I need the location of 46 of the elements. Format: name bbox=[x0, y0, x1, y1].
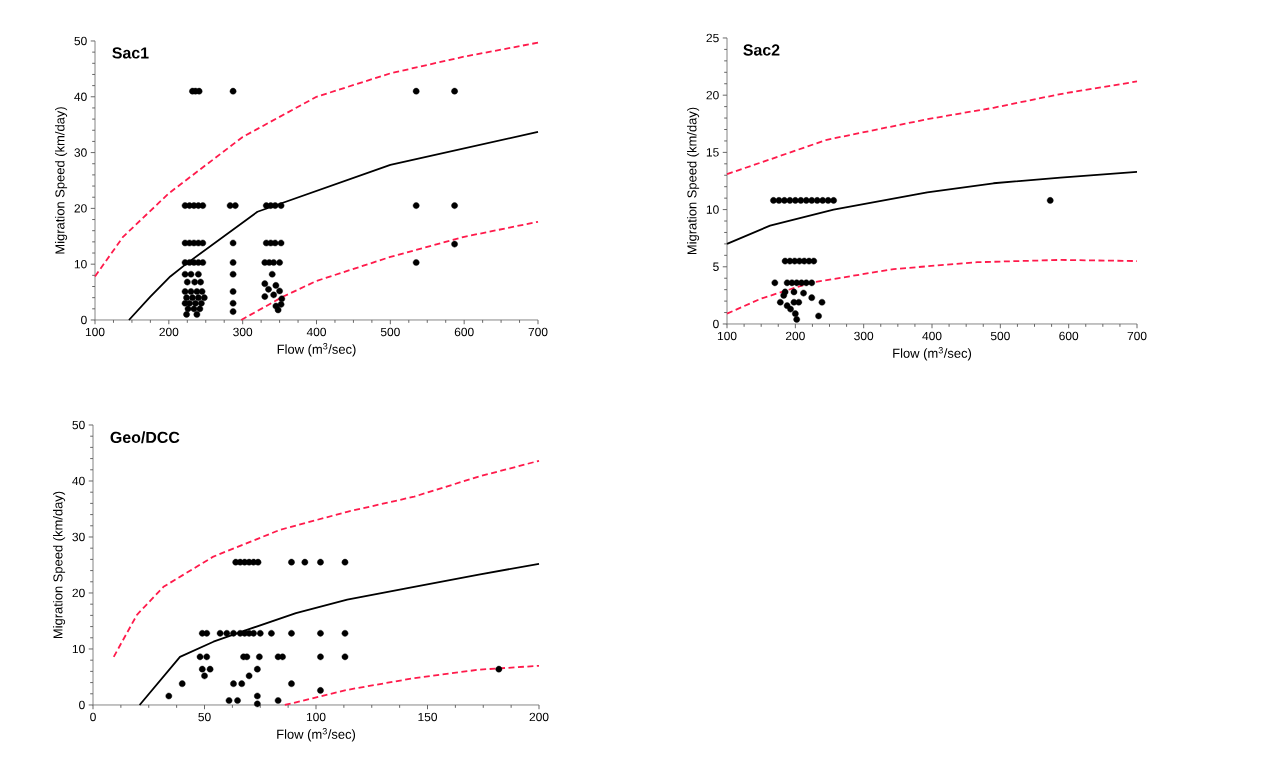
x-tick-label: 100 bbox=[85, 327, 105, 337]
y-tick-label: 10 bbox=[74, 259, 87, 269]
x-tick-label: 700 bbox=[1127, 331, 1147, 341]
x-axis-title: Flow (m$^{3}$/sec) bbox=[893, 347, 972, 361]
x-axis-title: Flow (m$^{3}$/sec) bbox=[277, 343, 356, 357]
y-tick-label: 20 bbox=[72, 588, 85, 598]
x-tick-label: 200 bbox=[529, 712, 549, 722]
y-axis-title: Migration Speed (km/day) bbox=[687, 107, 700, 255]
y-tick-label: 20 bbox=[74, 204, 87, 213]
y-tick-label: 25 bbox=[706, 33, 719, 43]
x-tick-label: 0 bbox=[90, 712, 96, 722]
x-tick-label: 200 bbox=[785, 331, 805, 341]
x-tick-label: 100 bbox=[306, 712, 326, 722]
x-tick-label: 700 bbox=[528, 327, 548, 337]
y-tick-label: 50 bbox=[74, 36, 87, 46]
y-tick-label: 5 bbox=[713, 262, 719, 271]
y-tick-label: 20 bbox=[706, 90, 719, 100]
y-tick-label: 0 bbox=[79, 700, 85, 710]
x-tick-label: 600 bbox=[454, 327, 474, 337]
chart-title: Sac1 bbox=[112, 47, 149, 59]
chart-title: Sac2 bbox=[743, 44, 780, 56]
chart-title: Geo/DCC bbox=[110, 431, 180, 444]
x-tick-label: 150 bbox=[418, 712, 438, 722]
x-tick-label: 400 bbox=[922, 331, 942, 341]
x-tick-label: 100 bbox=[717, 331, 737, 341]
x-tick-label: 300 bbox=[233, 327, 253, 337]
y-tick-label: 40 bbox=[72, 476, 85, 486]
y-tick-label: 0 bbox=[713, 319, 719, 329]
y-tick-label: 30 bbox=[74, 148, 87, 157]
y-tick-label: 50 bbox=[72, 420, 85, 430]
y-axis-title: Migration Speed (km/day) bbox=[53, 491, 66, 639]
x-tick-label: 50 bbox=[198, 712, 211, 722]
x-tick-label: 200 bbox=[159, 327, 179, 337]
x-tick-label: 300 bbox=[854, 331, 874, 341]
y-tick-label: 40 bbox=[74, 92, 87, 102]
y-tick-label: 10 bbox=[72, 644, 85, 654]
x-tick-label: 500 bbox=[990, 331, 1010, 341]
x-tick-label: 400 bbox=[306, 327, 327, 337]
x-tick-label: 500 bbox=[380, 327, 400, 337]
y-tick-label: 15 bbox=[706, 148, 719, 157]
y-tick-label: 10 bbox=[706, 205, 719, 214]
y-tick-label: 0 bbox=[81, 315, 87, 325]
y-axis-title: Migration Speed (km/day) bbox=[55, 107, 68, 254]
x-axis-title: Flow (m$^{3}$/sec) bbox=[277, 728, 356, 742]
x-tick-label: 600 bbox=[1059, 331, 1079, 341]
y-tick-label: 30 bbox=[72, 532, 85, 542]
